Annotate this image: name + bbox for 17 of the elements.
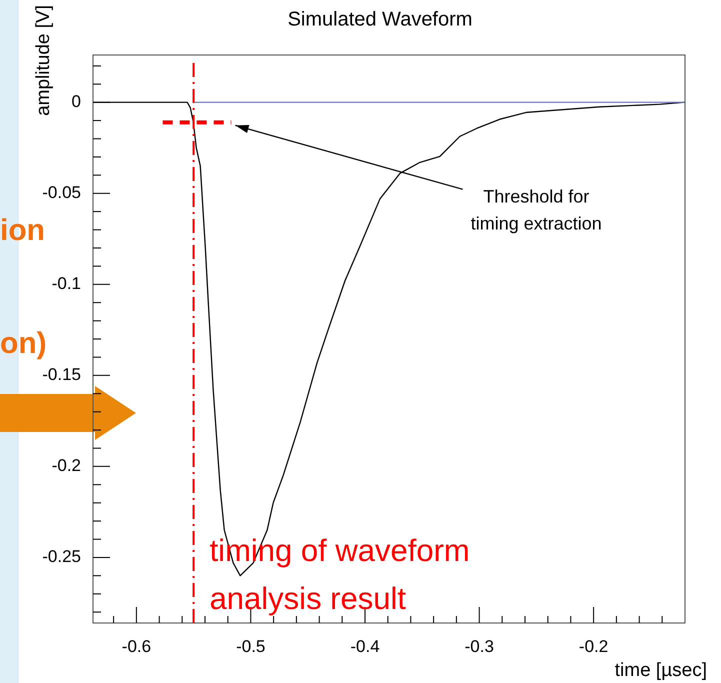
y-tick-label: -0.05: [42, 183, 81, 202]
annotation: Threshold for timing extraction: [470, 186, 602, 234]
y-axis-title: amplitude [V]: [33, 5, 54, 116]
y-tick-label: -0.15: [42, 365, 81, 384]
x-tick-label: -0.4: [350, 636, 380, 656]
text: on): [0, 327, 47, 361]
x-axis-title: time [µsec]: [614, 660, 707, 682]
chart-title: Simulated Waveform: [288, 8, 472, 31]
y-tick-label: -0.2: [52, 456, 81, 476]
text: ion: [0, 214, 45, 248]
x-tick-label: -0.2: [578, 636, 608, 656]
x-tick-label: -0.5: [236, 636, 266, 656]
x-tick-label: -0.3: [464, 636, 494, 656]
y-tick-label: -0.1: [52, 274, 81, 294]
x-tick-label: -0.6: [122, 636, 152, 656]
y-tick-label: 0: [72, 92, 81, 112]
y-tick-label: -0.25: [42, 547, 81, 566]
